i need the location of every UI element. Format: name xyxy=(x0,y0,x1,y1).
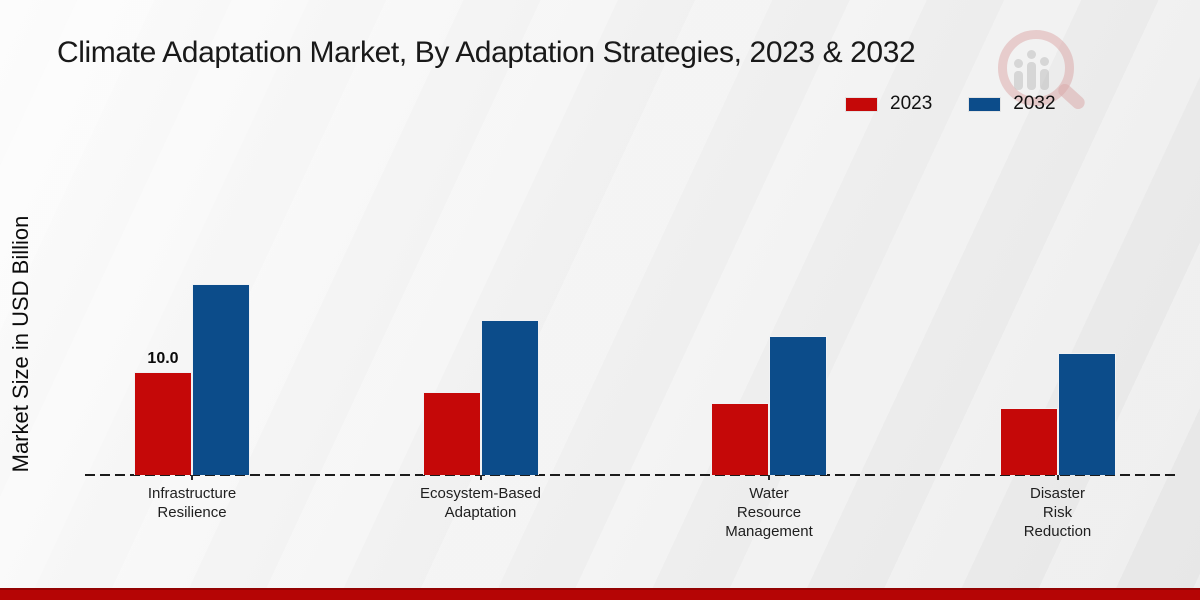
category-label: Ecosystem-Based Adaptation xyxy=(420,485,541,521)
bar-2023 xyxy=(422,392,481,475)
x-axis-tick xyxy=(1056,475,1059,480)
bar-2023 xyxy=(711,403,769,475)
x-axis-baseline xyxy=(85,474,1175,476)
footer-band xyxy=(0,588,1200,600)
logo-dot-icon xyxy=(1040,57,1049,66)
bar-value-label: 10.0 xyxy=(147,350,179,367)
watermark-logo xyxy=(998,26,1098,122)
logo-dot-icon xyxy=(1027,50,1036,59)
bar-2032 xyxy=(480,320,539,475)
bar-group: Ecosystem-Based Adaptation xyxy=(420,160,541,521)
category-label: Disaster Risk Reduction xyxy=(1023,485,1092,540)
legend-item-2032: 2032 xyxy=(968,93,1056,115)
x-axis-tick xyxy=(479,475,482,480)
logo-bar-icon xyxy=(1014,71,1023,90)
legend-item-2023: 2023 xyxy=(845,93,932,115)
x-axis-tick xyxy=(768,475,770,480)
bar-2023 xyxy=(134,372,192,475)
logo-dot-icon xyxy=(1014,59,1023,68)
bar-2032 xyxy=(769,336,827,475)
bar-2023 xyxy=(999,408,1058,475)
magnifier-ring-icon xyxy=(998,30,1074,106)
bar-2032 xyxy=(1057,353,1116,475)
chart-title: Climate Adaptation Market, By Adaptation… xyxy=(57,36,916,69)
x-axis-tick xyxy=(191,475,193,480)
category-label: Water Resource Management xyxy=(725,485,813,540)
bar-group: Disaster Risk Reduction xyxy=(999,160,1116,540)
legend-label: 2032 xyxy=(1013,93,1056,114)
bar-group: 10.0 Infrastructure Resilience xyxy=(134,160,250,521)
bar-2032 xyxy=(192,284,250,475)
y-axis-label: Market Size in USD Billion xyxy=(8,215,33,473)
logo-bar-icon xyxy=(1027,62,1036,90)
plot-area: 10.0 Infrastructure Resilience Ecosystem-B… xyxy=(85,160,1175,540)
legend: 2023 2032 xyxy=(845,93,1056,115)
bar-group: Water Resource Management xyxy=(711,160,827,540)
legend-label: 2023 xyxy=(890,93,933,114)
legend-swatch-icon xyxy=(968,96,1002,112)
category-label: Infrastructure Resilience xyxy=(147,485,237,521)
legend-swatch-icon xyxy=(845,96,878,112)
logo-bar-icon xyxy=(1040,69,1049,90)
